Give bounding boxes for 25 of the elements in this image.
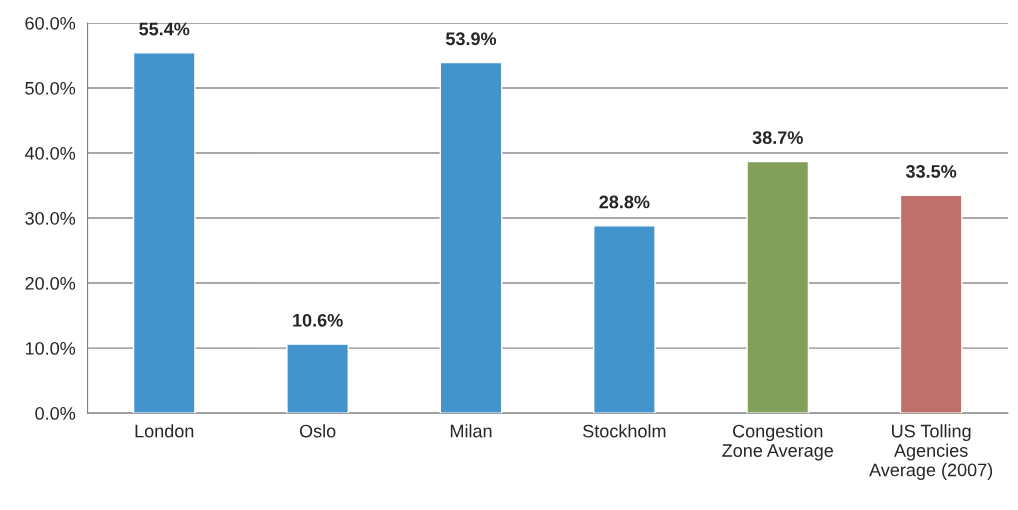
y-tick-label: 30.0% [25, 211, 76, 225]
data-label: 33.5% [905, 165, 957, 178]
bar [132, 52, 196, 414]
y-tick-label: 50.0% [25, 81, 76, 95]
x-tick-label: Congestion Zone Average [722, 424, 834, 461]
data-label: 10.6% [293, 313, 343, 327]
bar [593, 225, 656, 414]
data-label: 38.7% [752, 131, 803, 145]
y-tick-label: 60.0% [25, 16, 76, 30]
data-label: 28.8% [599, 195, 650, 209]
x-tick-label: Milan [450, 424, 492, 438]
bar [286, 343, 349, 414]
bar [746, 160, 810, 414]
y-tick-label: 20.0% [25, 276, 76, 290]
bar [439, 61, 503, 414]
bar [899, 194, 963, 414]
data-label: 55.4% [139, 22, 190, 36]
x-tick-label: Stockholm [583, 424, 666, 438]
x-tick-label: London [135, 424, 194, 438]
data-label: 53.9% [445, 32, 497, 46]
y-tick-label: 0.0% [35, 407, 76, 420]
x-tick-label: Oslo [299, 424, 336, 438]
x-tick-label: US Tolling Agencies Average (2007) [869, 424, 993, 480]
y-tick-label: 40.0% [24, 146, 76, 160]
y-tick-label: 10.0% [25, 342, 76, 355]
